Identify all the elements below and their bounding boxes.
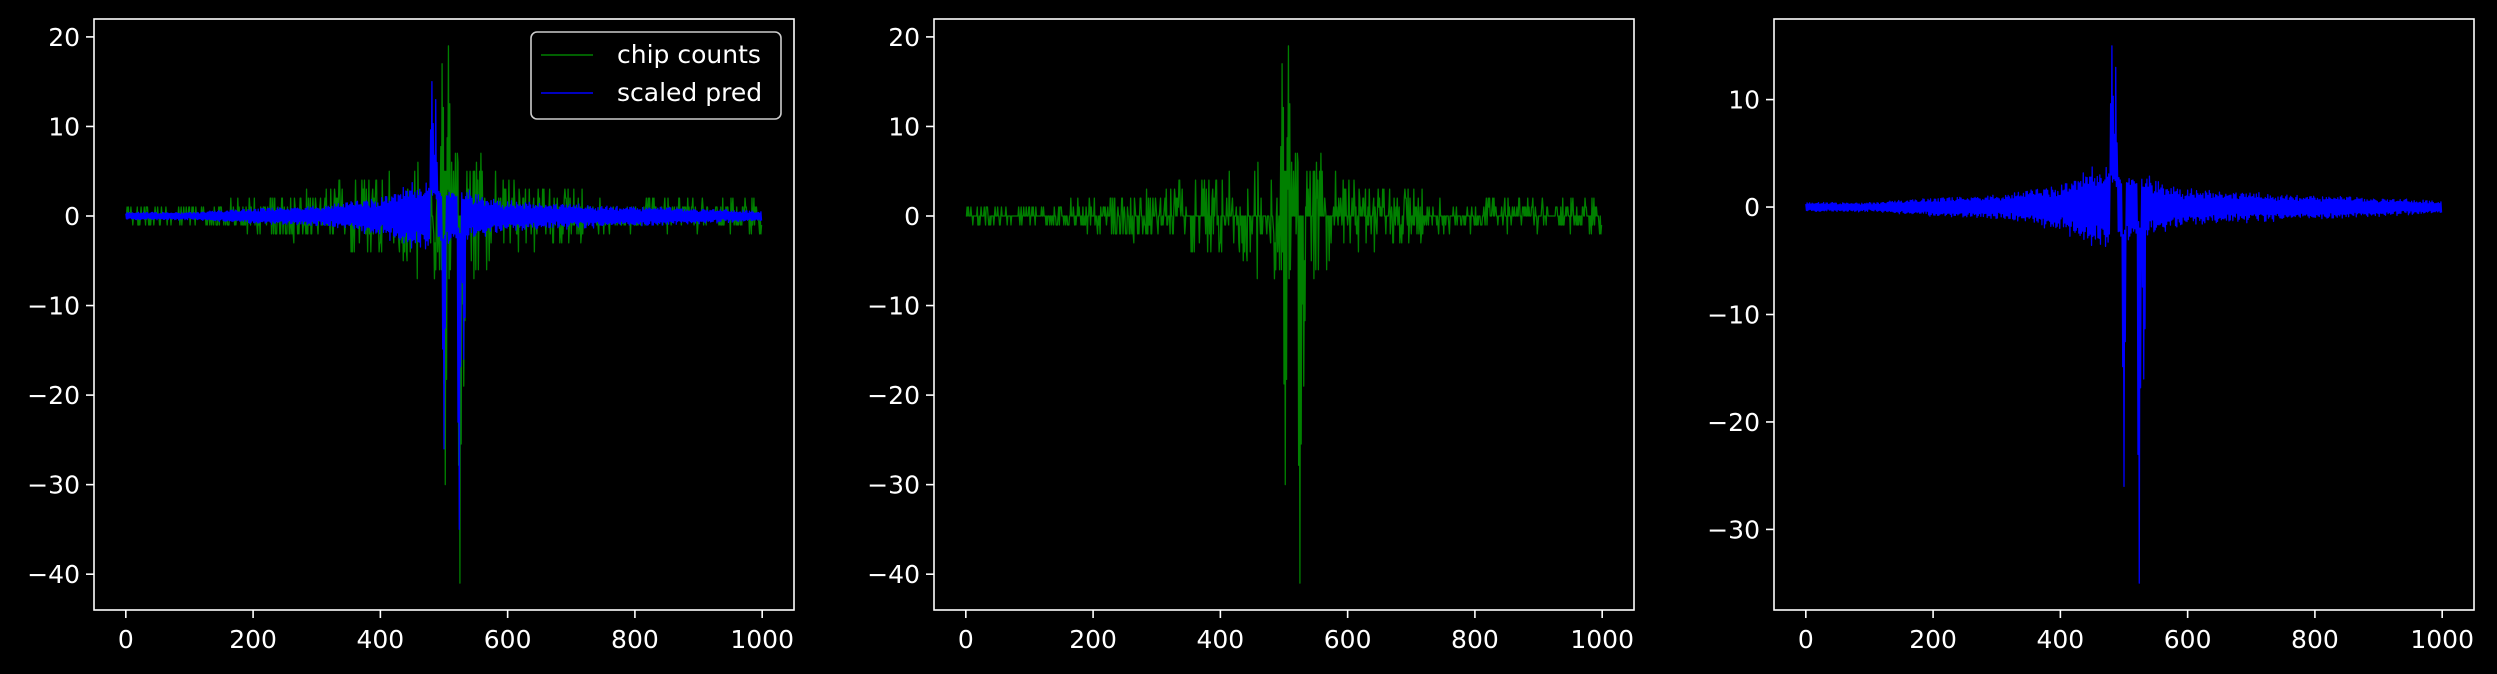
subplot-2-ytick-label-10: 10 (888, 112, 920, 141)
subplot-2-xtick-label-800: 800 (1451, 625, 1499, 654)
subplot-3-line-series-1 (1805, 45, 2443, 584)
subplot-1-xtick-label-600: 600 (484, 625, 532, 654)
subplot-2-ytick-label--10: −10 (867, 292, 920, 321)
subplot-3-xtick-label-800: 800 (2291, 625, 2339, 654)
subplot-2-xtick-label-400: 400 (1197, 625, 1245, 654)
subplot-2-ytick-label--40: −40 (867, 560, 920, 589)
subplot-1: 0 200 400 600 800 1000 −40 −30 −20 −10 0 10 20 chip … (27, 18, 795, 654)
subplot-1-ytick-label--10: −10 (27, 292, 80, 321)
subplot-3-xtick-label-400: 400 (2037, 625, 2085, 654)
subplot-2-ytick-label--30: −30 (867, 471, 920, 500)
subplot-2-ticks: 0 200 400 600 800 1000 −40 −30 −20 −10 0 10 20 (867, 23, 1634, 654)
subplot-1-ytick-label-20: 20 (48, 23, 80, 52)
subplot-2-xtick-label-1000: 1000 (1570, 625, 1634, 654)
subplot-1-xtick-label-0: 0 (118, 625, 134, 654)
subplot-2-frame (933, 18, 1635, 611)
subplot-1-ytick-label--20: −20 (27, 381, 80, 410)
subplot-1-ticks: 0 200 400 600 800 1000 −40 −30 −20 −10 0 10 20 (27, 23, 794, 654)
subplot-3: 0 200 400 600 800 1000 −30 −20 −10 0 10 (1707, 18, 2475, 654)
subplot-1-ytick-label--30: −30 (27, 471, 80, 500)
subplot-3-ytick-label--30: −30 (1707, 515, 1760, 544)
subplot-1-ytick-label-10: 10 (48, 112, 80, 141)
subplot-3-ytick-label--20: −20 (1707, 408, 1760, 437)
subplot-3-xtick-label-1000: 1000 (2410, 625, 2474, 654)
subplot-1-frame (93, 18, 795, 611)
legend-label-chip-counts: chip counts (617, 40, 761, 69)
subplot-1-ytick-label--40: −40 (27, 560, 80, 589)
subplot-1-xtick-label-1000: 1000 (730, 625, 794, 654)
subplot-2-xtick-label-200: 200 (1069, 625, 1117, 654)
subplot-1-xtick-label-800: 800 (611, 625, 659, 654)
subplot-2-ytick-label--20: −20 (867, 381, 920, 410)
subplot-2: 0 200 400 600 800 1000 −40 −30 −20 −10 0 10 20 (867, 18, 1635, 654)
subplot-2-xtick-label-0: 0 (958, 625, 974, 654)
subplot-2-ytick-label-20: 20 (888, 23, 920, 52)
subplot-3-xtick-label-0: 0 (1798, 625, 1814, 654)
subplot-1-xtick-label-400: 400 (357, 625, 405, 654)
subplot-1-legend: chip counts scaled pred (530, 31, 782, 120)
subplot-2-series-layer (965, 45, 1603, 584)
subplot-3-ticks: 0 200 400 600 800 1000 −30 −20 −10 0 10 (1707, 86, 2474, 654)
legend-label-scaled-pred: scaled pred (617, 78, 762, 107)
subplot-3-ytick-label-10: 10 (1728, 86, 1760, 115)
subplot-2-xtick-label-600: 600 (1324, 625, 1372, 654)
subplot-1-line-scaled-pred (125, 81, 763, 531)
subplot-3-xtick-label-600: 600 (2164, 625, 2212, 654)
subplot-1-xtick-label-200: 200 (229, 625, 277, 654)
subplot-3-ytick-label--10: −10 (1707, 301, 1760, 330)
subplot-2-ytick-label-0: 0 (904, 202, 920, 231)
subplot-3-xtick-label-200: 200 (1909, 625, 1957, 654)
subplot-1-ytick-label-0: 0 (64, 202, 80, 231)
subplot-3-series-layer (1805, 45, 2443, 584)
subplot-1-series-layer (125, 45, 763, 584)
subplot-3-ytick-label-0: 0 (1744, 193, 1760, 222)
subplot-2-line-series-1 (965, 45, 1603, 584)
legend-box (530, 31, 782, 120)
